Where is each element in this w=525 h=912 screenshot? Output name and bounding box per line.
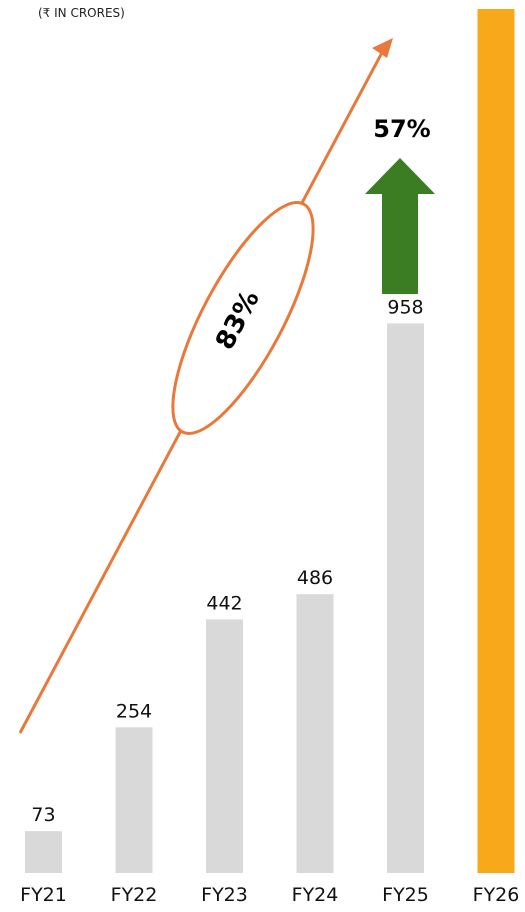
yoy-annotation: 57% [365,115,435,294]
bar-fy25 [387,323,424,873]
value-label-fy21: 73 [31,804,55,826]
category-label-fy25: FY25 [382,884,429,906]
value-label-fy24: 486 [297,567,333,589]
value-labels-group: 73 254 442 486 958 1506 [31,0,520,826]
bar-fy22 [115,727,153,873]
value-label-fy23: 442 [206,592,242,614]
trend-arrowhead [372,38,393,58]
bar-fy21 [25,831,62,873]
category-label-fy26: FY26 [473,884,520,906]
value-label-fy25: 958 [387,296,423,318]
category-label-fy24: FY24 [292,884,339,906]
value-label-fy26: 1506 [472,0,520,4]
growth-arrow-icon [365,158,435,294]
category-label-fy21: FY21 [20,884,67,906]
category-label-fy22: FY22 [111,884,158,906]
trend-annotation: 83% [18,38,393,734]
bars-group [25,9,515,873]
yoy-growth-label: 57% [373,115,430,143]
category-labels-group: FY21 FY22 FY23 FY24 FY25 FY26 [20,884,519,906]
value-label-fy22: 254 [116,700,152,722]
category-label-fy23: FY23 [201,884,248,906]
bar-fy23 [206,619,243,873]
trend-ellipse [171,201,315,435]
bar-fy24 [296,594,334,873]
bar-fy26 [477,9,515,873]
unit-label: (₹ IN CRORES) [38,6,125,20]
